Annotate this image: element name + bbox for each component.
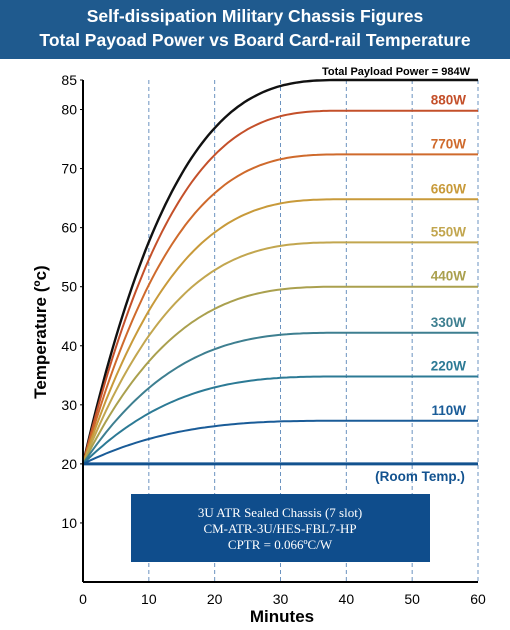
chart-title-line-2: Total Payoad Power vs Board Card-rail Te… xyxy=(39,30,471,50)
series-label: 880W xyxy=(431,93,467,108)
series-line xyxy=(82,331,478,465)
series-line xyxy=(81,78,478,465)
series-line xyxy=(82,198,478,465)
series-labels: Total Payload Power = 984W 880W 770W 660W 55… xyxy=(322,66,471,484)
x-tick-label: 10 xyxy=(141,591,157,607)
series-label: 550W xyxy=(431,224,467,239)
y-tick-label: 30 xyxy=(61,397,77,413)
x-tick-label: 20 xyxy=(207,591,223,607)
x-tick-label: 0 xyxy=(79,591,87,607)
axes xyxy=(82,80,478,583)
series-line xyxy=(82,109,478,465)
info-box-line-1: 3U ATR Sealed Chassis (7 slot) xyxy=(198,505,362,520)
series-label: 770W xyxy=(431,136,467,151)
tick-labels: 0 10 20 30 40 50 60 10 20 30 40 50 60 70 80 85 xyxy=(61,72,486,607)
y-tick-label: 80 xyxy=(61,102,77,118)
y-tick-label: 10 xyxy=(61,515,77,531)
y-tick-label: 70 xyxy=(61,161,77,177)
y-tick-label: 85 xyxy=(61,72,77,88)
info-box xyxy=(131,494,430,562)
x-tick-label: 40 xyxy=(339,591,355,607)
series-line xyxy=(82,153,478,465)
y-axis-label: Temperature (ºc) xyxy=(31,265,50,398)
series-lines xyxy=(81,78,478,466)
info-box-line-3: CPTR = 0.066ºC/W xyxy=(228,537,333,552)
series-label: 440W xyxy=(431,269,467,284)
series-label: 110W xyxy=(431,403,466,418)
series-line xyxy=(82,285,478,465)
chart-header: Self-dissipation Military Chassis Figure… xyxy=(0,0,510,59)
series-line xyxy=(82,419,478,465)
y-tick-label: 40 xyxy=(61,338,77,354)
x-tick-label: 60 xyxy=(470,591,486,607)
series-label: Total Payload Power = 984W xyxy=(322,66,471,78)
series-label: 660W xyxy=(431,181,467,196)
y-tick-label: 60 xyxy=(61,220,77,236)
x-tick-label: 50 xyxy=(404,591,420,607)
series-label: (Room Temp.) xyxy=(375,469,465,484)
info-box-line-2: CM-ATR-3U/HES-FBL7-HP xyxy=(203,521,356,536)
y-tick-label: 20 xyxy=(61,456,77,472)
x-tick-label: 30 xyxy=(273,591,289,607)
x-axis-label: Minutes xyxy=(250,607,314,626)
series-label: 330W xyxy=(431,315,467,330)
series-line xyxy=(82,241,478,465)
series-line xyxy=(82,375,478,465)
y-tick-label: 50 xyxy=(61,279,77,295)
series-label: 220W xyxy=(431,358,467,373)
chart-title-line-1: Self-dissipation Military Chassis Figure… xyxy=(86,6,424,26)
